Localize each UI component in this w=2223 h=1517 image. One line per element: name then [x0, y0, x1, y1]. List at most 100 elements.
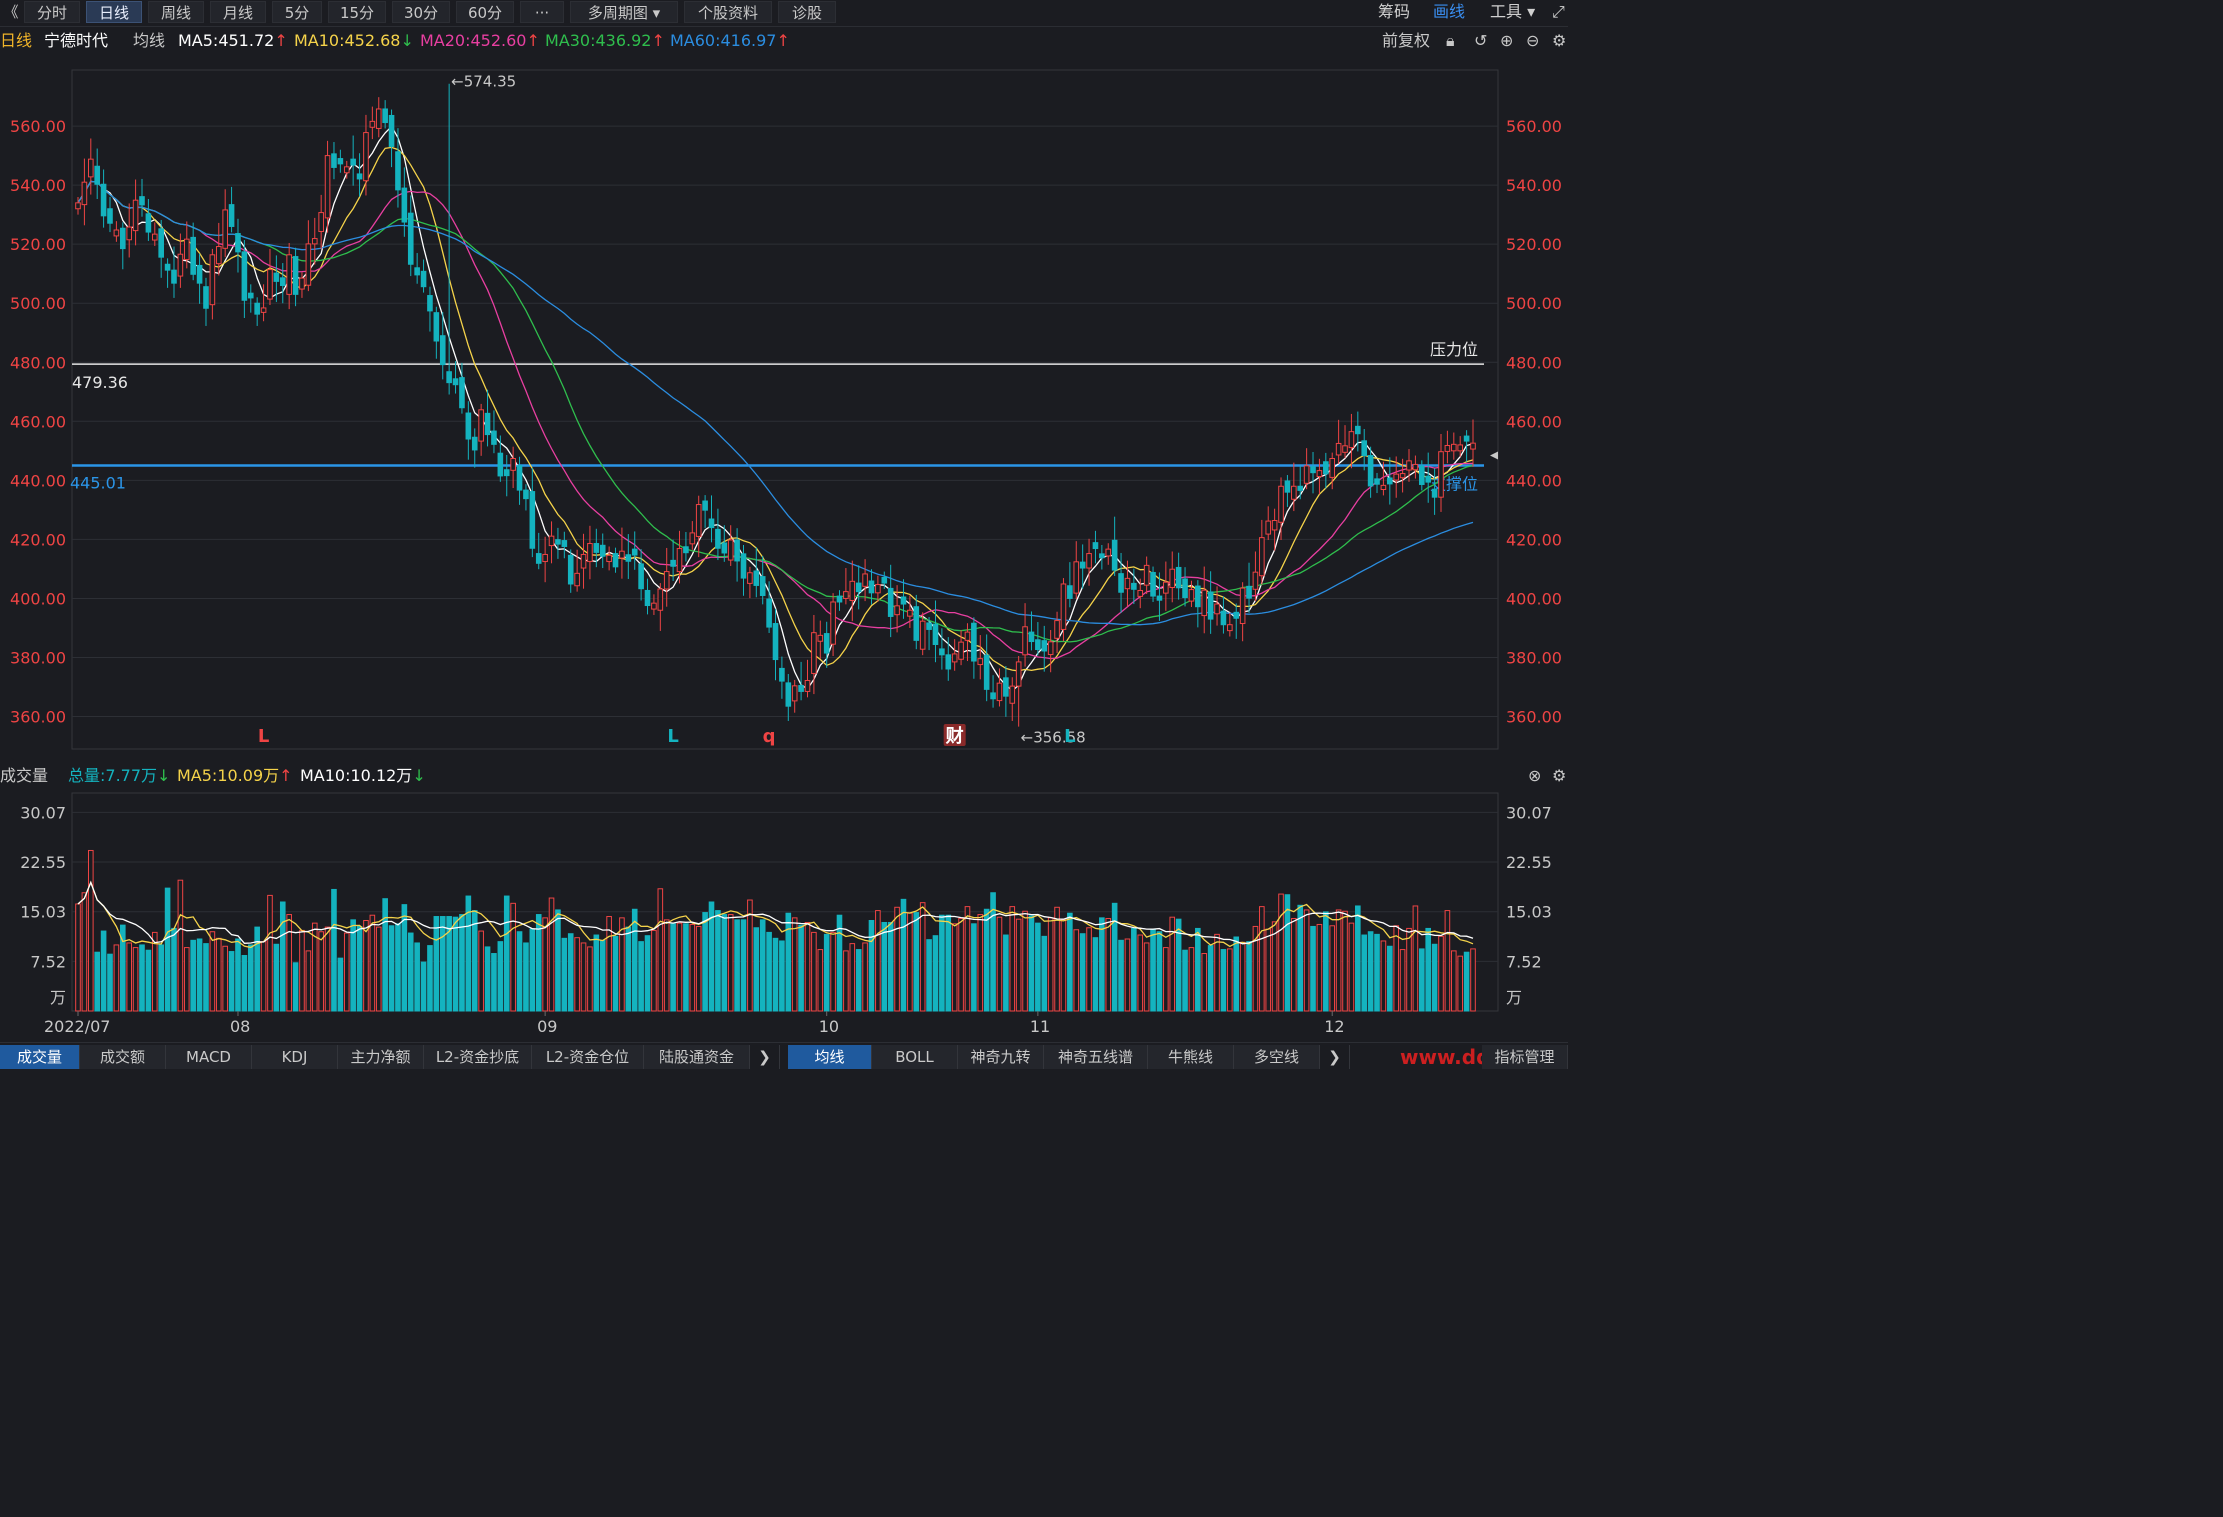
candle — [542, 536, 548, 583]
volume-bar — [1047, 917, 1054, 1012]
tab-main-net[interactable]: 主力净额 — [338, 1045, 424, 1069]
back-button[interactable]: 《 — [3, 3, 19, 21]
volume-bar — [407, 932, 414, 1012]
expand-icon[interactable]: ⤢ — [1552, 2, 1565, 21]
tab-bull-bear[interactable]: 牛熊线 — [1148, 1045, 1234, 1069]
volume-bar — [1028, 915, 1035, 1012]
ma-label[interactable]: 均线 — [133, 31, 166, 50]
volume-bar — [81, 892, 88, 1012]
adjust-mode-button[interactable]: 前复权 — [1382, 31, 1431, 50]
candle-body — [273, 272, 280, 282]
tab-long-short[interactable]: 多空线 — [1234, 1045, 1320, 1069]
candle-body — [817, 634, 824, 642]
zoom-in-icon[interactable]: ⊕ — [1500, 31, 1514, 50]
tab-period-60min[interactable]: 60分 — [456, 1, 514, 23]
volume-settings-icon[interactable]: ⚙ — [1552, 766, 1567, 785]
undo-icon[interactable]: ↺ — [1474, 31, 1488, 50]
candle — [823, 621, 830, 668]
watermark: www.dd — [1400, 1045, 1491, 1069]
price-frame — [71, 69, 1499, 750]
candle — [1073, 541, 1080, 600]
candle — [881, 571, 888, 589]
tab-magic-nine[interactable]: 神奇九转 — [958, 1045, 1044, 1069]
candle-body — [119, 227, 126, 250]
candle-body — [164, 263, 171, 271]
tools-dropdown[interactable]: 工具 ▾ — [1490, 2, 1536, 21]
indicator-manage-button[interactable]: 指标管理 — [1482, 1045, 1568, 1069]
tab-period-weekly[interactable]: 周线 — [148, 1, 204, 23]
volume-bars[interactable] — [75, 849, 1476, 1012]
price-chart[interactable]: 560.00 560.00 540.00 540.00 520.00 520.00 500.… — [0, 54, 1568, 758]
candle — [555, 527, 561, 559]
volume-bar — [567, 933, 574, 1012]
candle — [516, 456, 523, 505]
candle-body — [1169, 568, 1176, 589]
close-volume-panel-icon[interactable]: ⊗ — [1528, 766, 1542, 785]
candle — [145, 199, 152, 241]
candle — [849, 560, 856, 622]
volume-chart[interactable]: 30.07 30.07 22.55 22.55 15.03 15.03 7.52 7.52 万 万… — [0, 789, 1568, 1041]
candle-body — [1355, 425, 1361, 435]
candle — [1124, 560, 1131, 607]
candle — [1092, 530, 1099, 564]
multi-period-dropdown[interactable]: 多周期图 ▾ — [570, 1, 678, 23]
volume-bar — [1246, 941, 1252, 1012]
settings-icon[interactable]: ⚙ — [1552, 31, 1567, 50]
price-tick-left: 540.00 — [10, 176, 66, 195]
scroll-right-icon[interactable]: ❯ — [750, 1045, 780, 1069]
date-axis-labels: 2022/0708091011120102 — [44, 1011, 1345, 1036]
volume-bar — [798, 924, 804, 1012]
draw-line-button[interactable]: 画线 — [1433, 2, 1466, 21]
tab-northbound[interactable]: 陆股通资金 — [644, 1045, 750, 1069]
tab-period-fenshi[interactable]: 分时 — [24, 1, 80, 23]
candle — [1374, 472, 1380, 494]
candle — [401, 167, 408, 237]
candle-body — [510, 458, 516, 471]
candle-body — [926, 622, 932, 630]
tab-turnover[interactable]: 成交额 — [80, 1045, 166, 1069]
candle-body — [1079, 561, 1086, 569]
diagnose-button[interactable]: 诊股 — [778, 1, 836, 23]
candlesticks[interactable] — [75, 83, 1476, 727]
tab-kdj[interactable]: KDJ — [252, 1045, 338, 1069]
chips-button[interactable]: 筹码 — [1378, 2, 1411, 21]
candle-body — [427, 295, 433, 312]
candle-body — [1182, 578, 1188, 599]
tab-l2-bottom-fishing[interactable]: L2-资金抄底 — [424, 1045, 532, 1069]
stock-profile-button[interactable]: 个股资料 — [684, 1, 772, 23]
volume-ma5: MA5:10.09万↑ — [177, 766, 293, 785]
candle-body — [337, 158, 344, 165]
volume-bar — [708, 901, 715, 1012]
volume-bar — [1041, 935, 1048, 1012]
tab-period-5min[interactable]: 5分 — [272, 1, 322, 23]
ma30-value: MA30:436.92↑ — [545, 31, 665, 50]
volume-bar — [343, 932, 350, 1012]
candle-body — [254, 302, 260, 315]
more-periods-button[interactable]: ··· — [520, 1, 564, 23]
candle-body — [759, 576, 766, 596]
tab-period-daily[interactable]: 日线 — [86, 1, 142, 23]
tab-period-monthly[interactable]: 月线 — [210, 1, 266, 23]
price-axis-labels: 560.00 560.00 540.00 540.00 520.00 520.00 500.… — [10, 117, 1562, 726]
lock-icon[interactable]: 🔒︎ — [1446, 31, 1455, 50]
tab-boll[interactable]: BOLL — [872, 1045, 958, 1069]
zoom-out-icon[interactable]: ⊖ — [1526, 31, 1540, 50]
tab-period-30min[interactable]: 30分 — [392, 1, 450, 23]
volume-bar — [804, 921, 811, 1012]
tab-l2-position[interactable]: L2-资金仓位 — [532, 1045, 644, 1069]
tab-ma[interactable]: 均线 — [788, 1045, 872, 1069]
tab-period-15min[interactable]: 15分 — [328, 1, 386, 23]
candle-body — [183, 238, 190, 261]
candle — [548, 521, 555, 564]
volume-bar — [1291, 918, 1297, 1012]
candle-body — [311, 238, 318, 245]
tab-macd[interactable]: MACD — [166, 1045, 252, 1069]
tab-magic-five[interactable]: 神奇五线谱 — [1044, 1045, 1148, 1069]
candle — [875, 575, 881, 602]
scroll-right-icon-2[interactable]: ❯ — [1320, 1045, 1350, 1069]
volume-bar — [132, 947, 139, 1012]
tab-volume[interactable]: 成交量 — [0, 1045, 80, 1069]
candle — [395, 128, 401, 208]
candle — [286, 242, 292, 310]
